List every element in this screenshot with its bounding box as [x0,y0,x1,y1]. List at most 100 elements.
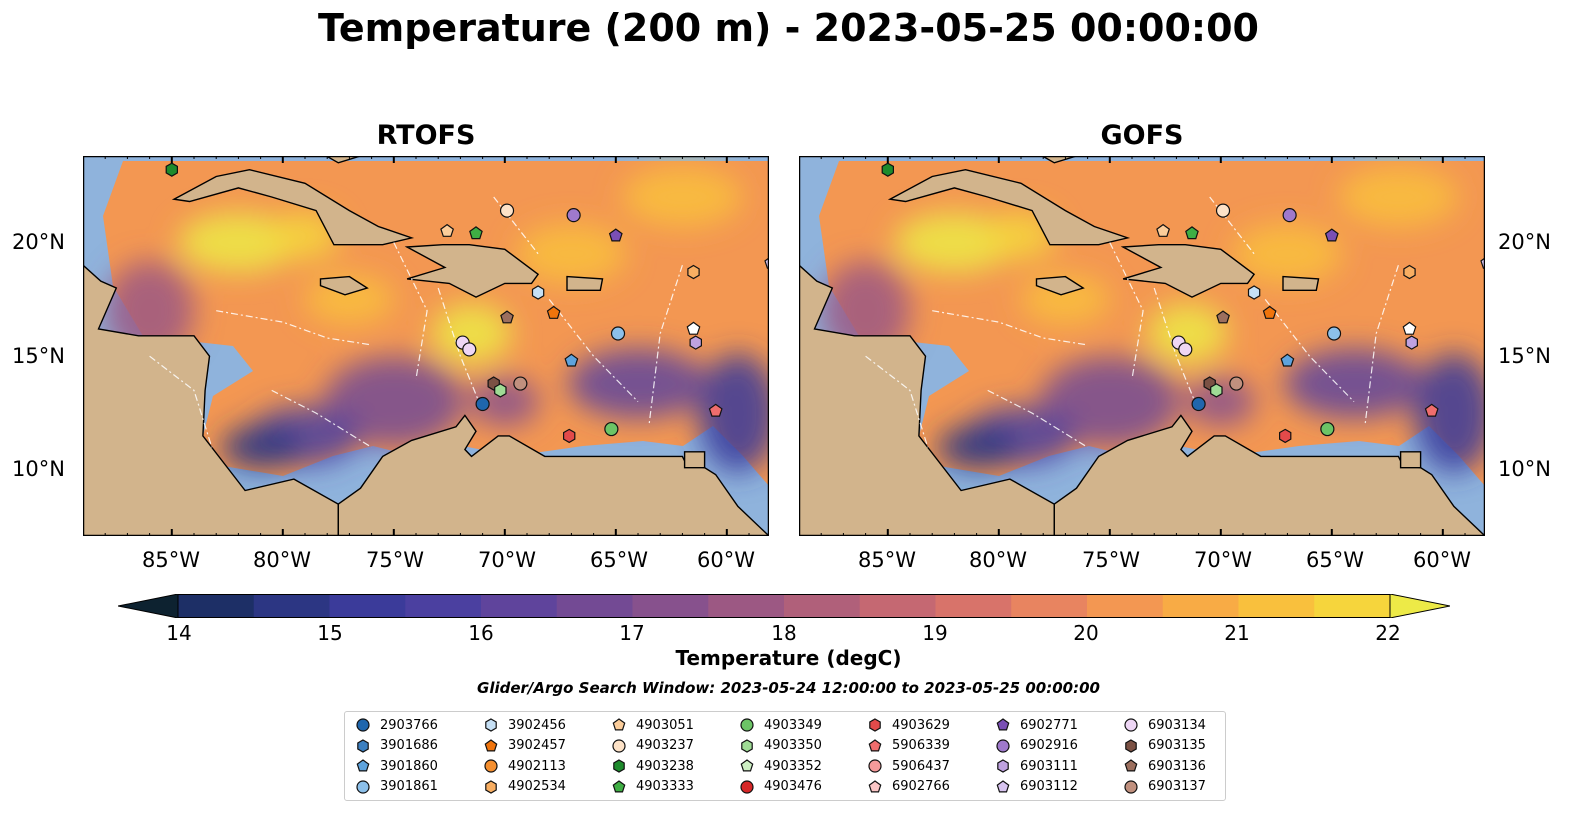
lon-tick-label: 80°W [969,548,1027,572]
land-mass [887,168,1131,246]
legend-label: 3902456 [508,717,566,733]
colorbar-tick-label: 16 [468,621,494,645]
figure-title: Temperature (200 m) - 2023-05-25 00:00:0… [317,6,1259,50]
float-marker [1191,396,1206,412]
panel-title-gofs: GOFS [1100,120,1184,151]
land-mass [683,451,706,469]
float-marker [1403,264,1416,280]
legend-entry: 3901860 [355,756,438,776]
float-marker [1178,342,1193,357]
legend-entry: 3901861 [355,777,438,797]
legend-entry: 3902456 [483,715,566,735]
legend-label: 6903111 [1020,758,1078,774]
map-panel-rtofs [83,156,769,536]
hexagon-marker-icon [997,759,1009,773]
lon-tick-label: 70°W [478,548,536,572]
float-marker [687,264,700,280]
float-marker [689,335,703,350]
pentagon-marker-icon [868,738,882,751]
float-marker [531,285,545,300]
legend-entry: 4903350 [739,736,822,756]
land-mass [171,168,415,246]
lat-tick-label-right: 20°N [1498,230,1551,254]
legend-entry: 6903112 [995,777,1078,797]
float-marker [1156,223,1171,237]
land-mass [324,156,363,164]
legend-label: 6902766 [892,779,950,794]
colorbar-segment [935,594,1012,618]
colorbar-segment [784,594,861,618]
hexagon-marker-icon [485,779,497,794]
legend-entry: 4903349 [739,715,822,735]
colorbar-segment [1011,594,1088,618]
float-marker [1402,321,1417,335]
colorbar-segment [329,594,406,618]
eez-boundary [1109,242,1144,380]
pentagon-marker-icon [996,718,1010,731]
pentagon-marker-icon [996,779,1010,792]
float-marker [1405,335,1419,350]
legend-label: 4903238 [636,758,694,774]
colorbar-segment [632,594,709,618]
colorbar-tick-label: 20 [1073,621,1099,645]
land-mass [404,244,540,298]
eez-boundary [1364,265,1399,425]
float-marker [686,321,701,335]
eez-boundary [865,355,929,448]
float-marker [1279,428,1292,444]
circle-marker-icon [612,738,626,753]
float-marker [513,376,528,391]
legend-label: 6903136 [1148,758,1206,774]
colorbar-graphic [117,593,1451,619]
legend-entry: 4903333 [611,777,694,797]
float-marker [566,208,581,223]
legend-label: 6903134 [1148,717,1206,733]
legend-entry: 6903136 [1123,756,1206,776]
legend-label: 6903135 [1148,738,1206,753]
lat-tick-label-right: 10°N [1498,457,1551,481]
colorbar-segment [556,594,634,618]
float-marker [1324,228,1339,242]
hexagon-marker-icon [613,759,625,773]
circle-marker-icon [868,759,882,773]
float-marker [708,403,723,417]
circle-marker-icon [996,738,1010,753]
eez-boundary [1209,196,1255,255]
lon-tick-label: 85°W [142,548,200,572]
float-marker [1280,353,1295,367]
float-marker [1215,203,1231,218]
legend-entry: 2903766 [355,715,438,735]
hexagon-marker-icon [485,718,497,732]
float-marker [440,223,455,237]
pentagon-marker-icon [356,759,370,772]
colorbar-segment [1314,594,1391,618]
legend-label: 4903349 [764,717,822,733]
hexagon-marker-icon [869,718,881,732]
land-mass [1120,244,1256,298]
colorbar [117,593,1451,619]
legend-entry: 5906339 [867,736,950,756]
legend-label: 4903629 [892,717,950,733]
lon-tick-label: 85°W [858,548,916,572]
colorbar-tick-label: 19 [922,621,948,645]
float-marker [546,305,561,319]
lon-tick-label: 70°W [1194,548,1252,572]
lat-tick-label-left: 10°N [12,457,65,481]
legend-entry: 4902113 [483,756,566,776]
legend-label: 6902916 [1020,738,1078,753]
legend-entry: 6902916 [995,736,1078,756]
float-marker [500,310,514,324]
legend-label: 4903333 [636,779,694,794]
float-marker [1282,208,1297,223]
search-window-note: Glider/Argo Search Window: 2023-05-24 12… [477,679,1100,697]
colorbar-tick-label: 21 [1224,621,1250,645]
eez-boundary [648,265,683,425]
land-mass [337,414,769,536]
pentagon-marker-icon [612,779,626,792]
map-frame [799,156,1485,536]
circle-marker-icon [740,718,754,732]
float-marker [475,396,490,412]
pentagon-marker-icon [1124,759,1138,772]
float-marker [608,228,623,242]
lon-tick-label: 75°W [1082,548,1140,572]
